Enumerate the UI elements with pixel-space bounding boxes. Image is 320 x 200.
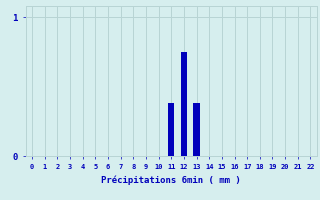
Bar [193,103,200,156]
Bar [168,103,174,156]
X-axis label: Précipitations 6min ( mm ): Précipitations 6min ( mm ) [101,175,241,185]
Bar [181,52,187,156]
